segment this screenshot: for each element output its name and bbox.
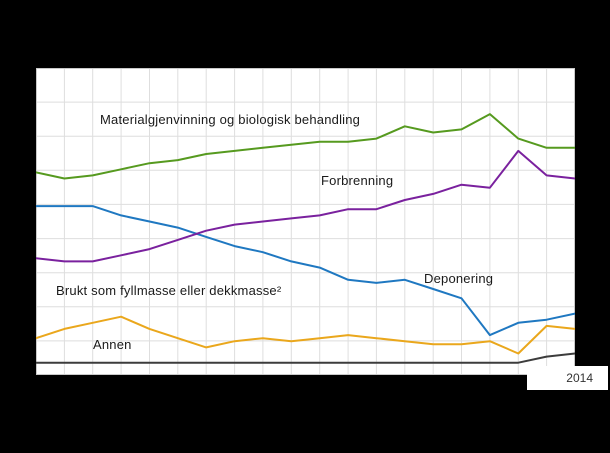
series-label-fyllmasse: Brukt som fyllmasse eller dekkmasse² bbox=[56, 283, 282, 298]
chart-canvas bbox=[36, 68, 575, 375]
series-label-materialgjenvinning: Materialgjenvinning og biologisk behandl… bbox=[100, 112, 361, 127]
plot-area bbox=[36, 68, 575, 375]
series-label-deponering: Deponering bbox=[424, 271, 494, 286]
series-label-forbrenning: Forbrenning bbox=[321, 173, 394, 188]
x-axis-tick-box: 2014 bbox=[527, 366, 608, 390]
series-label-annen: Annen bbox=[93, 337, 132, 352]
x-axis-tick-2014: 2014 bbox=[566, 371, 593, 385]
